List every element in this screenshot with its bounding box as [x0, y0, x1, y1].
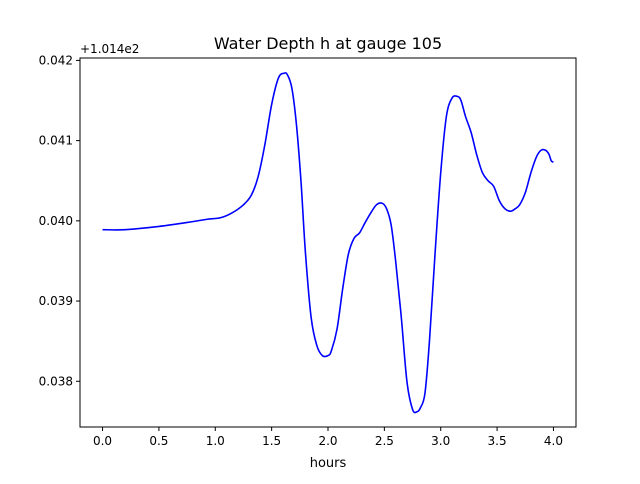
x-tick-label: 2.0: [318, 434, 337, 448]
y-tick-label: 0.039: [39, 294, 73, 308]
y-tick-label: 0.041: [39, 134, 73, 148]
plot-frame: [79, 57, 577, 428]
y-tick-label: 0.042: [39, 53, 73, 67]
series-line: [102, 72, 554, 414]
series-layer: [102, 72, 554, 414]
y-axis-ticks: 0.038 0.039 0.040 0.041 0.042: [39, 53, 80, 388]
x-tick-label: 1.0: [206, 434, 225, 448]
y-axis-offset-label: +1.014e2: [80, 42, 139, 56]
y-tick-label: 0.038: [39, 374, 73, 388]
x-tick-label: 0.5: [149, 434, 168, 448]
x-tick-label: 1.5: [262, 434, 281, 448]
x-tick-label: 2.5: [375, 434, 394, 448]
chart-title: Water Depth h at gauge 105: [214, 34, 442, 53]
x-tick-label: 3.5: [488, 434, 507, 448]
x-axis-label: hours: [310, 456, 347, 471]
x-tick-label: 3.0: [431, 434, 450, 448]
x-axis-ticks: 0.0 0.5 1.0 1.5 2.0 2.5 3.0 3.5 4.0: [93, 427, 563, 448]
y-tick-label: 0.040: [39, 214, 73, 228]
x-tick-label: 0.0: [93, 434, 112, 448]
x-tick-label: 4.0: [544, 434, 563, 448]
